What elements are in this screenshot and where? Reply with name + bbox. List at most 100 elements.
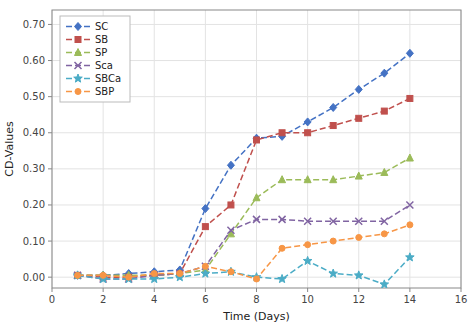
marker	[75, 272, 81, 278]
legend-label: Sca	[95, 60, 113, 71]
tick-label: 0.30	[23, 163, 45, 174]
y-axis-label: CD-Values	[3, 121, 16, 177]
tick-label: 14	[404, 294, 417, 305]
marker	[75, 272, 81, 278]
marker	[177, 271, 183, 277]
tick-label: 10	[301, 294, 314, 305]
marker	[329, 269, 338, 277]
legend-label: SC	[95, 21, 108, 32]
legend-marker	[75, 23, 82, 31]
marker	[253, 134, 260, 142]
marker	[303, 256, 312, 264]
tick	[48, 204, 52, 205]
marker	[279, 130, 285, 136]
marker	[330, 176, 337, 183]
marker	[381, 231, 387, 237]
legend-box	[60, 16, 130, 102]
grid	[52, 10, 461, 288]
tick-label: 6	[202, 294, 208, 305]
marker	[381, 108, 387, 114]
marker	[74, 271, 81, 278]
marker	[406, 201, 413, 208]
legend-label: SP	[95, 47, 107, 58]
marker	[304, 218, 311, 225]
tick	[48, 241, 52, 242]
grid-line	[256, 10, 257, 288]
tick	[48, 168, 52, 169]
line	[78, 158, 410, 275]
tick-label: 0.10	[23, 236, 45, 247]
series	[75, 95, 413, 280]
legend-marker	[75, 89, 81, 95]
marker	[330, 238, 336, 244]
marker	[279, 216, 286, 223]
tick-label: 12	[352, 294, 365, 305]
tick-label: 0.20	[23, 199, 45, 210]
marker	[330, 103, 337, 111]
marker	[253, 194, 260, 201]
grid-line	[52, 132, 461, 133]
marker	[254, 137, 260, 143]
tick	[409, 288, 410, 292]
marker	[126, 274, 132, 280]
marker	[356, 234, 362, 240]
plot-area	[52, 10, 461, 288]
tick	[48, 60, 52, 61]
series	[74, 154, 413, 278]
marker	[305, 130, 311, 136]
tick	[256, 288, 257, 292]
marker	[176, 270, 183, 277]
line	[78, 98, 410, 277]
grid-line	[52, 241, 461, 242]
marker	[406, 49, 413, 57]
marker	[227, 161, 234, 169]
tick	[358, 288, 359, 292]
marker	[227, 267, 236, 275]
tick	[307, 288, 308, 292]
marker	[201, 269, 210, 277]
marker	[228, 202, 234, 208]
marker	[202, 205, 209, 213]
legend-label: SB	[95, 34, 108, 45]
marker	[355, 172, 362, 179]
tick-label: 2	[100, 294, 106, 305]
marker	[380, 280, 389, 288]
marker	[151, 271, 157, 277]
marker	[176, 270, 183, 277]
tick	[52, 288, 53, 292]
marker	[406, 154, 413, 161]
marker	[254, 276, 260, 282]
marker	[330, 218, 337, 225]
marker	[74, 272, 81, 279]
line	[78, 205, 410, 279]
tick-label: 0.70	[23, 19, 45, 30]
tick	[48, 132, 52, 133]
marker	[304, 176, 311, 183]
grid-line	[52, 204, 461, 205]
marker	[406, 253, 415, 261]
marker	[177, 271, 183, 277]
tick	[103, 288, 104, 292]
marker	[381, 69, 388, 77]
marker	[126, 274, 132, 280]
legend-marker	[75, 37, 81, 43]
tick	[461, 288, 462, 292]
marker	[100, 271, 107, 278]
marker	[151, 268, 158, 276]
line	[78, 257, 410, 284]
marker	[304, 118, 311, 126]
tick-label: 0.60	[23, 55, 45, 66]
marker	[279, 176, 286, 183]
legend-label: SBP	[95, 86, 114, 97]
tick	[48, 277, 52, 278]
marker	[253, 216, 260, 223]
marker	[73, 271, 82, 279]
legend-label: SBCa	[95, 73, 121, 84]
marker	[100, 272, 106, 278]
marker	[278, 274, 287, 282]
series	[75, 222, 413, 282]
marker	[330, 123, 336, 129]
grid-line	[205, 10, 206, 288]
grid-line	[358, 10, 359, 288]
x-axis-label: Time (Days)	[222, 310, 289, 323]
